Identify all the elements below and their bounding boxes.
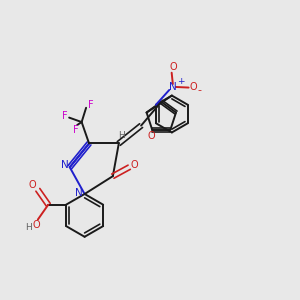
Text: +: + <box>177 77 184 86</box>
Text: O: O <box>131 160 138 170</box>
Text: F: F <box>73 125 79 135</box>
Text: N: N <box>75 188 83 197</box>
Text: O: O <box>169 62 177 72</box>
Text: N: N <box>169 82 177 92</box>
Text: N: N <box>61 160 68 170</box>
Text: F: F <box>88 100 93 110</box>
Text: O: O <box>29 180 37 190</box>
Text: H: H <box>118 130 125 140</box>
Text: -: - <box>198 85 202 95</box>
Text: H: H <box>25 224 32 232</box>
Text: F: F <box>62 111 68 121</box>
Text: O: O <box>148 131 155 141</box>
Text: O: O <box>190 82 197 92</box>
Text: O: O <box>32 220 40 230</box>
